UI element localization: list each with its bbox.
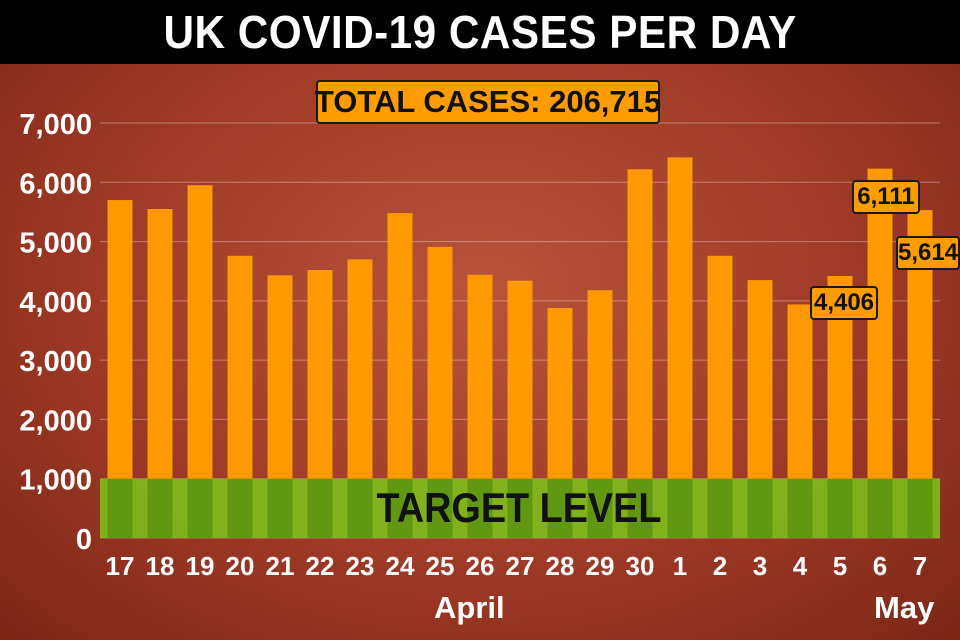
chart-title: UK COVID-19 CASES PER DAY: [163, 6, 797, 58]
target-band-stripe: [467, 478, 493, 538]
y-tick-label: 2,000: [19, 405, 92, 437]
x-tick-label: 29: [586, 551, 615, 581]
target-band-stripe: [547, 478, 573, 538]
target-band-stripe: [107, 478, 133, 538]
y-tick-label: 7,000: [19, 109, 92, 141]
x-tick-label: 17: [106, 551, 135, 581]
target-band-stripe: [667, 478, 693, 538]
x-tick-label: 23: [346, 551, 375, 581]
callout-day-4: 4,406: [810, 286, 878, 320]
x-tick-label: 21: [266, 551, 295, 581]
target-band-stripe: [827, 478, 853, 538]
x-tick-label: 27: [506, 551, 535, 581]
target-band-stripe: [707, 478, 733, 538]
total-cases-badge: TOTAL CASES: 206,715: [315, 80, 661, 124]
target-band-stripe: [587, 478, 613, 538]
y-tick-label: 1,000: [19, 465, 92, 497]
x-tick-label: 2: [713, 551, 727, 581]
x-tick-label: 19: [186, 551, 215, 581]
target-band-stripe: [187, 478, 213, 538]
x-tick-label: 18: [146, 551, 175, 581]
x-tick-label: 25: [426, 551, 455, 581]
month-label-may: May: [874, 590, 935, 625]
title-band: UK COVID-19 CASES PER DAY: [0, 0, 960, 64]
target-band-stripe: [347, 478, 373, 538]
y-tick-label: 4,000: [19, 287, 92, 319]
x-tick-label: 5: [833, 551, 847, 581]
y-tick-label: 5,000: [19, 228, 92, 260]
bar: [667, 157, 693, 538]
x-tick-label: 22: [306, 551, 335, 581]
target-band-stripe: [747, 478, 773, 538]
target-band-stripe: [627, 478, 653, 538]
callout-day-6: 6,111: [852, 180, 920, 214]
target-band-stripe: [787, 478, 813, 538]
target-band-stripe: [867, 478, 893, 538]
y-tick-label: 3,000: [19, 346, 92, 378]
target-band-stripe: [267, 478, 293, 538]
x-tick-label: 28: [546, 551, 575, 581]
month-label-april: April: [434, 590, 505, 625]
x-tick-label: 20: [226, 551, 255, 581]
y-tick-label: 0: [76, 524, 92, 556]
bar: [867, 168, 893, 538]
x-tick-label: 24: [386, 551, 415, 581]
x-tick-label: 26: [466, 551, 495, 581]
x-tick-label: 6: [873, 551, 887, 581]
x-tick-label: 30: [626, 551, 655, 581]
target-band-stripe: [507, 478, 533, 538]
callout-day-7: 5,614: [896, 236, 960, 270]
x-tick-label: 7: [913, 551, 927, 581]
target-level-label: TARGET LEVEL: [376, 484, 662, 531]
target-band-stripe: [227, 478, 253, 538]
x-tick-label: 3: [753, 551, 767, 581]
target-band-stripe: [147, 478, 173, 538]
target-band-stripe: [427, 478, 453, 538]
x-tick-label: 1: [673, 551, 687, 581]
y-tick-label: 6,000: [19, 168, 92, 200]
target-band-stripe: [907, 478, 933, 538]
target-band-stripe: [387, 478, 413, 538]
x-tick-label: 4: [793, 551, 808, 581]
target-band-stripe: [307, 478, 333, 538]
bar: [627, 169, 653, 538]
